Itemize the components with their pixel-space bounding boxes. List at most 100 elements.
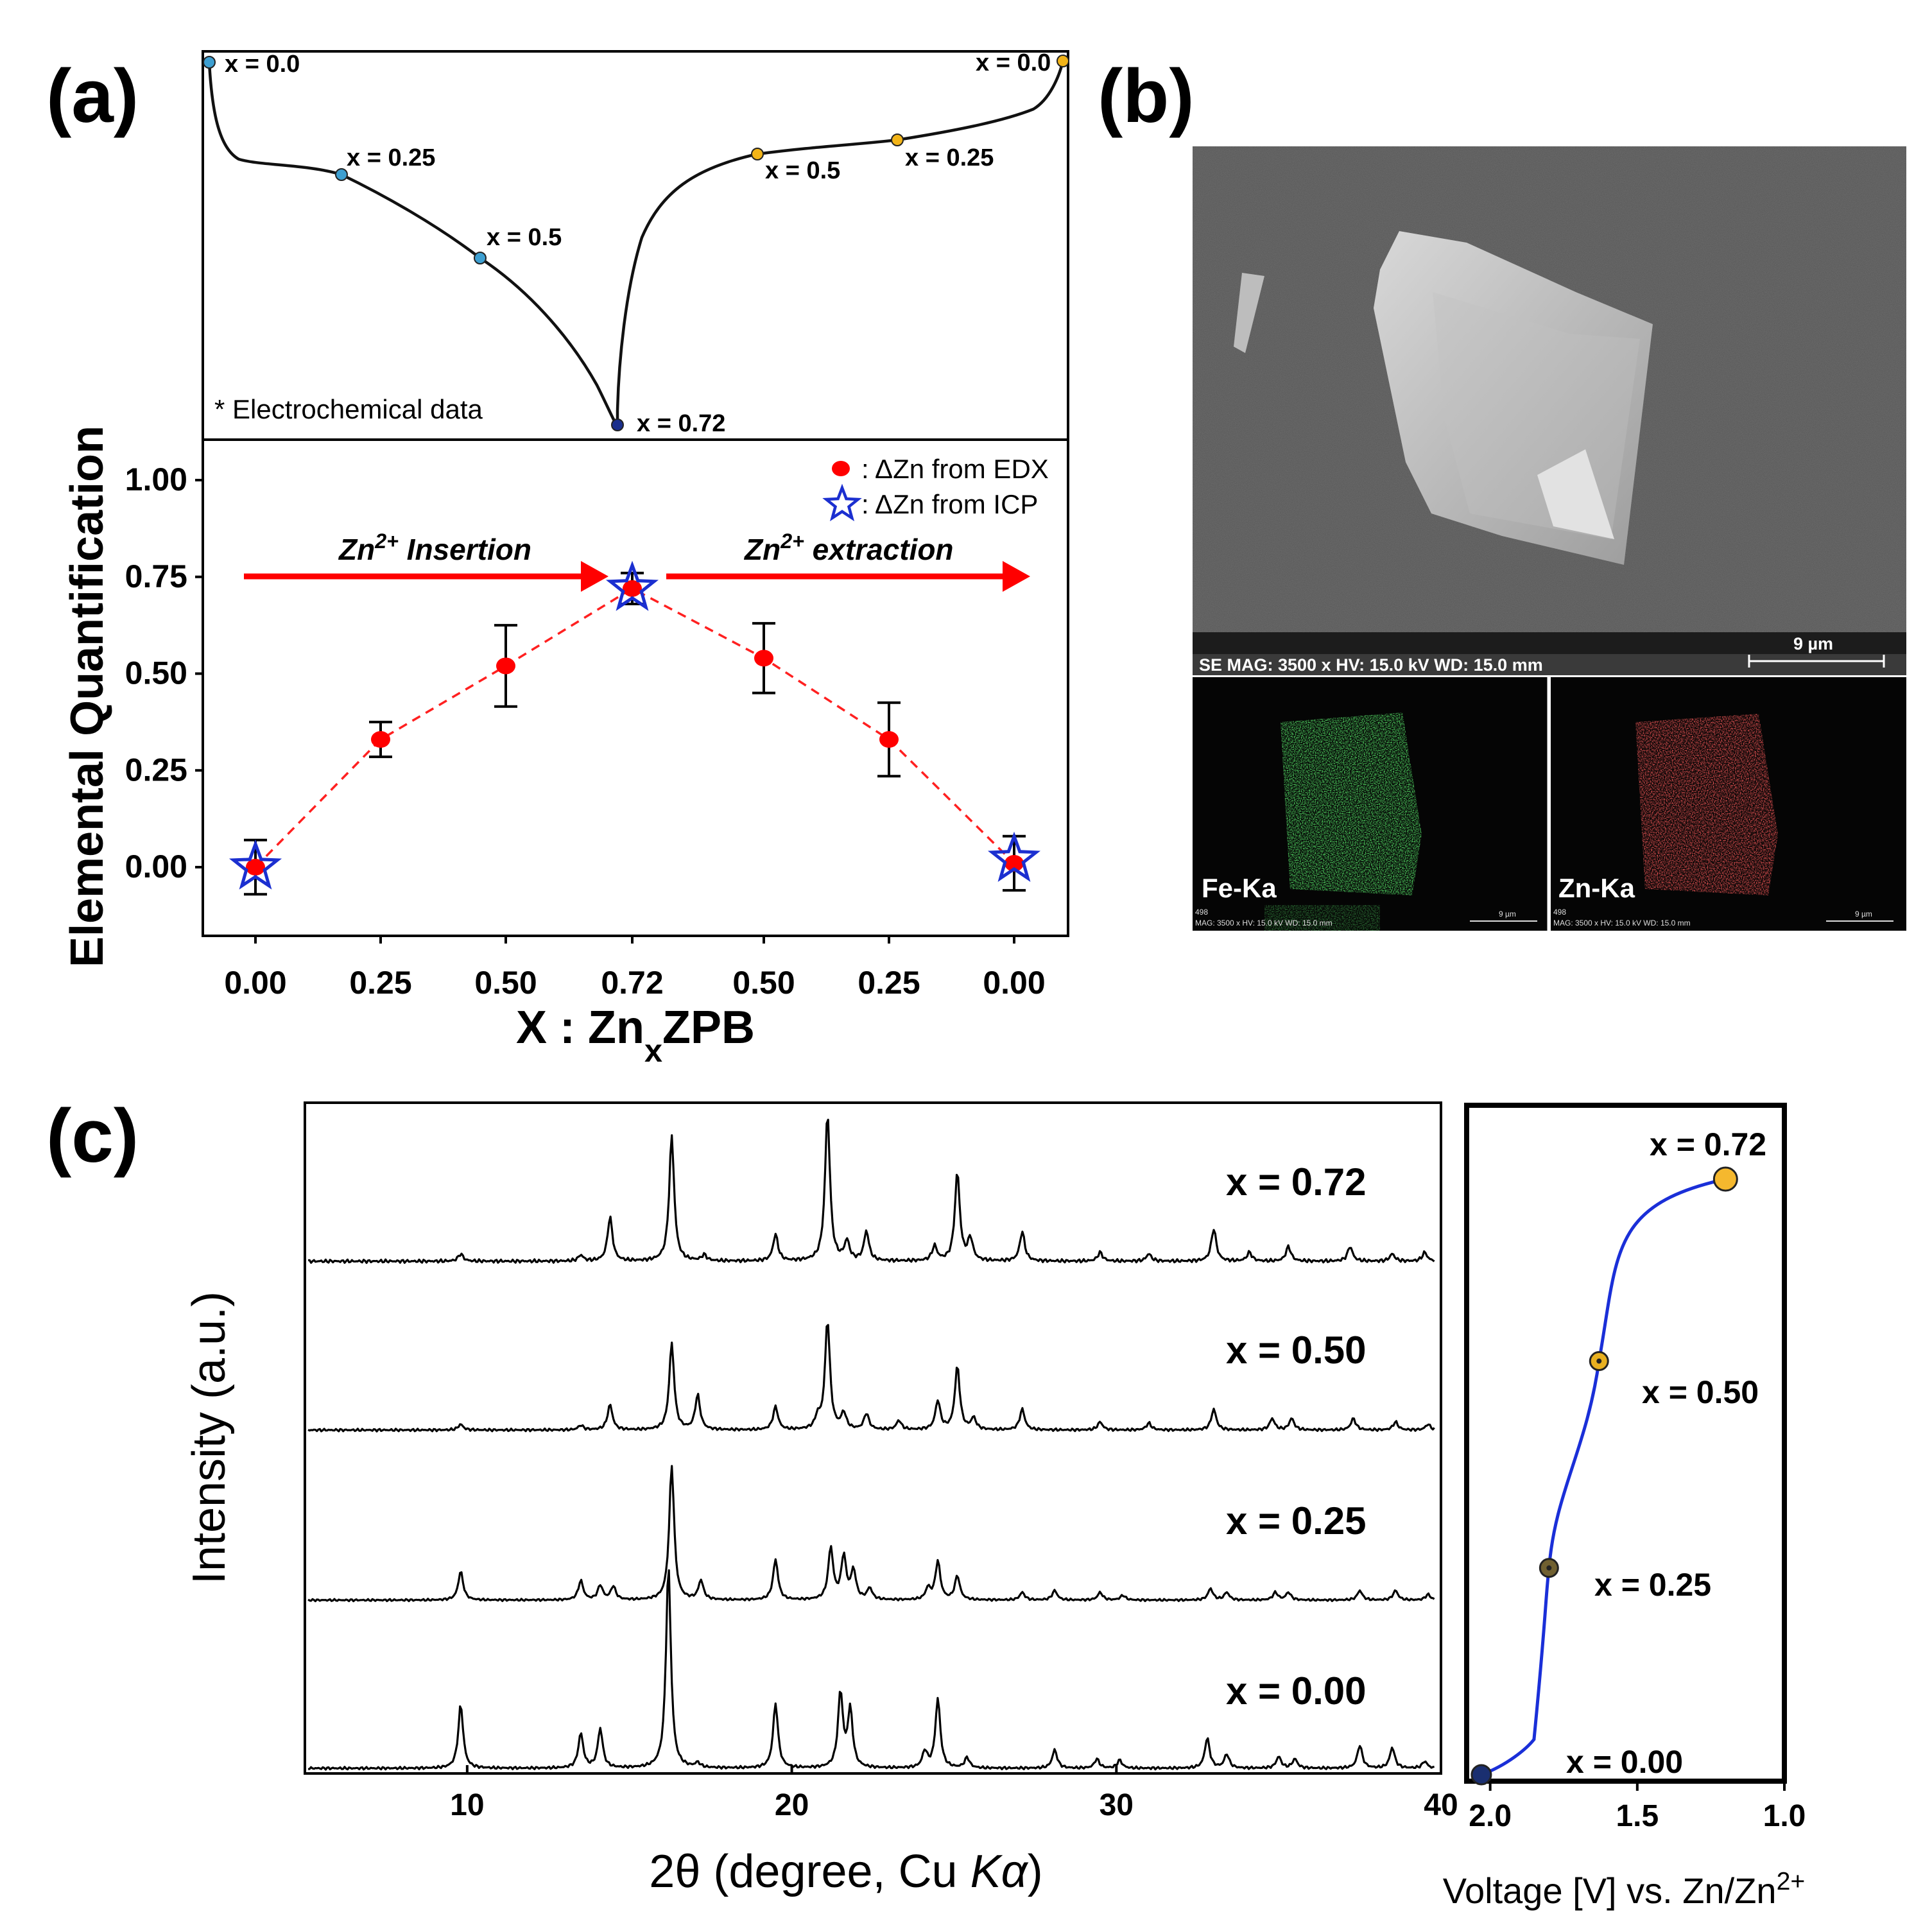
voltage-point-center xyxy=(1546,1565,1552,1571)
fe-label: Fe-Ka xyxy=(1202,873,1277,903)
xrd-traces: x = 0.72 x = 0.50 x = 0.25 x = 0.00 xyxy=(307,1118,1435,1771)
xrd-series-label: x = 0.25 xyxy=(1226,1499,1367,1542)
zn-meta-id: 498 xyxy=(1553,908,1566,917)
eq-frame xyxy=(202,438,1069,937)
xrd-frame xyxy=(304,1101,1442,1775)
xrd-tick-label: 20 xyxy=(775,1788,809,1822)
xrd-trace xyxy=(307,1569,1435,1771)
panel-label-a: (a) xyxy=(46,54,139,139)
echem-point xyxy=(751,148,764,160)
voltage-tick-label: 2.0 xyxy=(1469,1799,1512,1833)
voltage-point-label: x = 0.72 xyxy=(1650,1126,1766,1162)
zn-scale-label: 9 µm xyxy=(1855,910,1872,919)
echem-point-label: x = 0.72 xyxy=(637,410,725,437)
xrd-series-label: x = 0.50 xyxy=(1226,1329,1367,1372)
volt-axes: 2.0 1.5 1.0 xyxy=(1469,1781,1806,1833)
panel-label-c: (c) xyxy=(46,1094,139,1178)
voltage-point-label: x = 0.00 xyxy=(1566,1744,1683,1780)
echem-curve xyxy=(207,60,1065,427)
echem-point-label: x = 0.5 xyxy=(765,157,840,184)
legend-edx-label: : ΔZn from EDX xyxy=(861,454,1049,484)
xrd-trace xyxy=(307,1118,1435,1264)
edx-trend-line xyxy=(254,587,1015,868)
xrd-ylabel: Intensity (a.u.) xyxy=(184,1291,235,1584)
echem-point-label: x = 0.0 xyxy=(976,49,1051,76)
eq-marks xyxy=(229,560,1041,896)
panel-b: 9 µm SE MAG: 3500 x HV: 15.0 kV WD: 15.0… xyxy=(1193,146,1906,931)
xrd-tick-label: 10 xyxy=(450,1788,484,1822)
fe-scale-label: 9 µm xyxy=(1499,910,1516,919)
xrd-series-label: x = 0.72 xyxy=(1226,1160,1367,1203)
voltage-tick-label: 1.5 xyxy=(1616,1799,1659,1833)
volt-frame xyxy=(1464,1103,1787,1784)
echem-point xyxy=(891,134,904,146)
sem-scale-label: 9 µm xyxy=(1793,634,1833,653)
edx-point xyxy=(879,731,899,748)
edx-point xyxy=(623,580,642,597)
edx-point xyxy=(754,650,773,667)
edx-point xyxy=(371,731,390,748)
edx-point xyxy=(246,859,265,875)
echem-point xyxy=(611,418,624,431)
x-tick-label: 0.50 xyxy=(732,965,795,1001)
echem-point-label: x = 0.0 xyxy=(225,51,300,78)
volt-xlabel: Voltage [V] vs. Zn/Zn2+ xyxy=(1443,1868,1806,1911)
fe-meta: MAG: 3500 x HV: 15.0 kV WD: 15.0 mm xyxy=(1195,919,1333,927)
echem-point xyxy=(203,56,216,69)
panel-a: x = 0.0 x = 0.25 x = 0.5 x = 0.72 x = 0.5 x =… xyxy=(62,49,1069,1069)
eq-ylabel: Elemental Quantification xyxy=(62,426,113,967)
echem-point xyxy=(1057,55,1069,67)
insertion-label: Zn2+ Insertion xyxy=(338,530,531,566)
y-tick-label: 0.00 xyxy=(125,849,187,884)
y-tick-label: 0.75 xyxy=(125,558,187,594)
eq-legend: : ΔZn from EDX : ΔZn from ICP xyxy=(822,454,1049,522)
xrd-axes: 10 20 30 40 xyxy=(450,1765,1458,1822)
voltage-point xyxy=(1712,1166,1738,1192)
y-tick-label: 0.50 xyxy=(125,655,187,691)
x-tick-label: 0.50 xyxy=(474,965,537,1001)
xrd-trace xyxy=(307,1324,1435,1433)
echem-point xyxy=(474,252,487,264)
echem-frame xyxy=(202,50,1069,441)
sem-crystal xyxy=(1374,231,1653,565)
x-tick-label: 0.25 xyxy=(858,965,920,1001)
icp-star xyxy=(605,560,659,611)
echem-point xyxy=(335,168,348,181)
legend-icp-label: : ΔZn from ICP xyxy=(861,489,1038,519)
y-tick-label: 1.00 xyxy=(125,461,187,497)
echem-point-label: x = 0.25 xyxy=(347,144,435,171)
echem-point-label: x = 0.5 xyxy=(487,224,562,251)
sem-footer: SE MAG: 3500 x HV: 15.0 kV WD: 15.0 mm xyxy=(1199,655,1543,675)
eq-xlabel: X : ZnxZPB xyxy=(516,1002,755,1069)
volt-marks: x = 0.00 x = 0.25 x = 0.50 x = 0.72 xyxy=(1471,1126,1766,1786)
voltage-point xyxy=(1471,1764,1492,1786)
fe-meta-id: 498 xyxy=(1195,908,1208,917)
extraction-arrow xyxy=(666,561,1030,592)
echem-point-label: x = 0.25 xyxy=(905,144,994,171)
legend-icp-marker xyxy=(822,483,862,522)
x-tick-label: 0.72 xyxy=(601,965,663,1001)
sem-fragment xyxy=(1234,273,1264,353)
xrd-trace xyxy=(307,1465,1435,1603)
x-tick-label: 0.25 xyxy=(349,965,411,1001)
y-tick-label: 0.25 xyxy=(125,752,187,788)
zn-label: Zn-Ka xyxy=(1558,873,1635,903)
x-tick-label: 0.00 xyxy=(983,965,1045,1001)
voltage-point-center xyxy=(1596,1358,1602,1364)
echem-note: * Electrochemical data xyxy=(214,394,483,424)
xrd-tick-label: 40 xyxy=(1424,1788,1458,1822)
xrd-series-label: x = 0.00 xyxy=(1226,1669,1367,1712)
voltage-point-label: x = 0.25 xyxy=(1594,1567,1711,1603)
extraction-label: Zn2+ extraction xyxy=(743,530,954,566)
legend-edx-marker xyxy=(832,461,850,476)
edx-point xyxy=(1005,854,1024,872)
voltage-curve xyxy=(1481,1177,1726,1777)
xrd-tick-label: 30 xyxy=(1100,1788,1134,1822)
edx-point xyxy=(496,657,515,675)
echem-points: x = 0.0 x = 0.25 x = 0.5 x = 0.72 x = 0.5 x =… xyxy=(203,49,1069,437)
x-tick-label: 0.00 xyxy=(224,965,286,1001)
icp-star xyxy=(987,831,1041,882)
xrd-xlabel: 2θ (degree, Cu Kα) xyxy=(649,1846,1042,1897)
insertion-arrow xyxy=(244,561,608,592)
